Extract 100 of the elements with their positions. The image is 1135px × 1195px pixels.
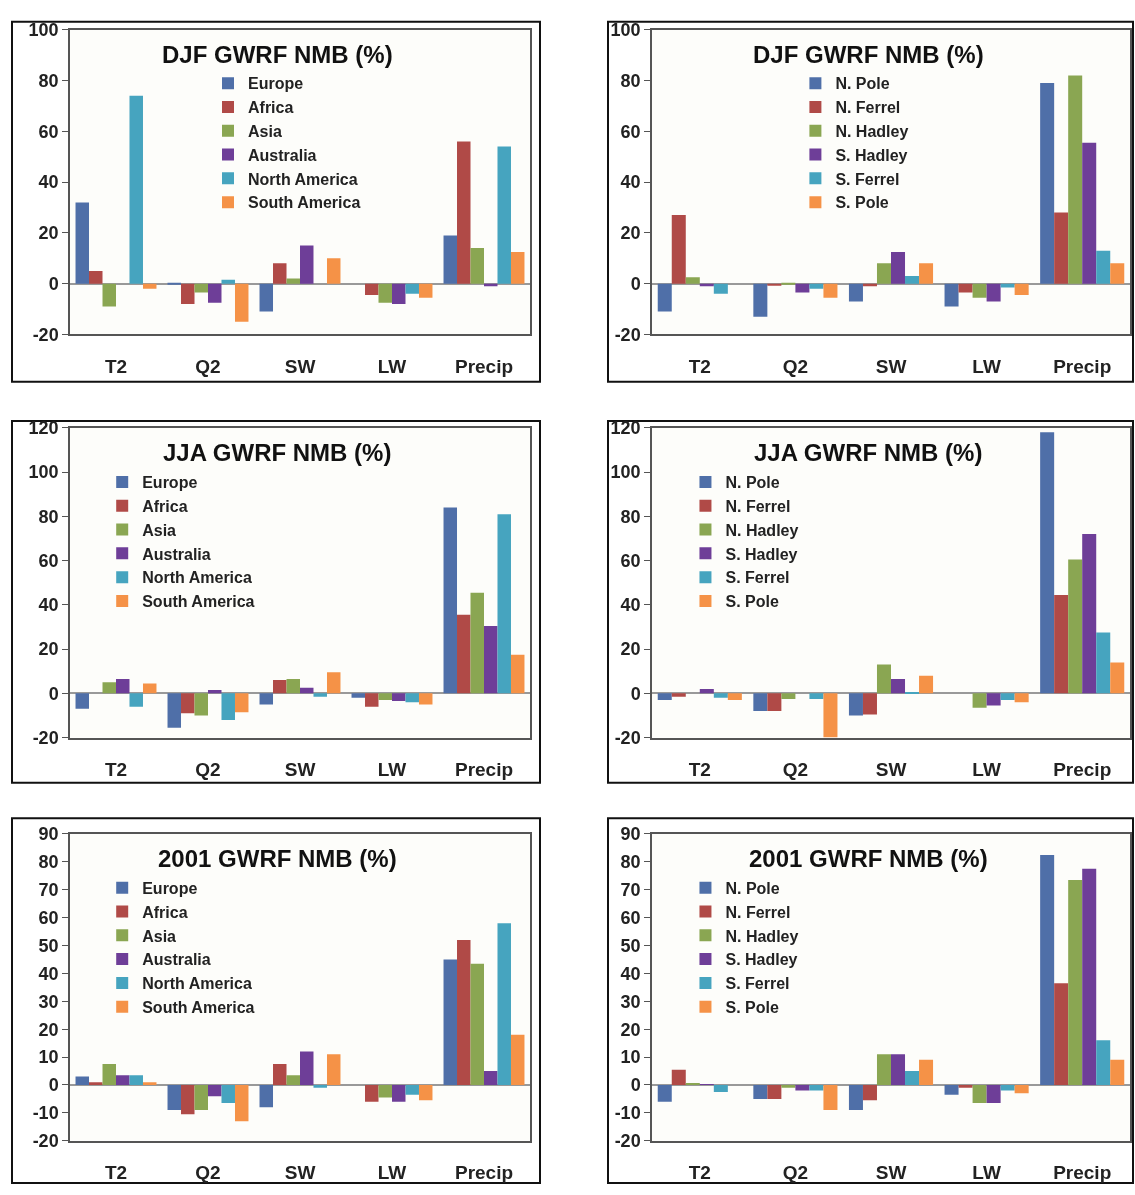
y-tick-label: 40 (620, 963, 641, 984)
bar (823, 693, 838, 738)
y-tick-label: -20 (32, 1131, 59, 1152)
legend-label: South America (142, 998, 255, 1016)
bar (405, 1084, 419, 1095)
bar (457, 939, 471, 1085)
bar (919, 263, 934, 284)
legend-label: N. Ferrel (835, 99, 901, 117)
text: DJF GWRF NMB (%) (162, 41, 393, 68)
y-tick-label: 0 (48, 1075, 59, 1096)
bar (418, 1084, 433, 1101)
y-tick-label: 20 (620, 639, 641, 660)
bar (891, 251, 906, 284)
bar (848, 283, 863, 302)
bar (194, 283, 208, 293)
bar (753, 1084, 768, 1099)
text: 2001 GWRF NMB (%) (749, 845, 988, 872)
x-tick-label: SW (875, 356, 907, 378)
x-tick-label: Precip (1053, 759, 1112, 781)
bar (1110, 662, 1125, 694)
bar (1082, 142, 1097, 284)
legend-label: Africa (248, 99, 294, 117)
bar (781, 693, 796, 699)
y-tick-label: 100 (28, 462, 59, 483)
legend-label: Australia (142, 951, 211, 969)
bar (809, 693, 824, 699)
y-tick-label: 50 (38, 935, 59, 956)
x-tick-label: Q2 (782, 356, 809, 378)
bar (809, 1084, 824, 1091)
bar (848, 693, 863, 716)
bar (713, 283, 728, 294)
bar (234, 693, 249, 713)
bar (392, 693, 406, 702)
y-tick-label: -20 (614, 727, 641, 748)
bar (1096, 250, 1111, 284)
bar (351, 693, 366, 698)
bar (129, 693, 143, 707)
y-tick-label: 80 (38, 506, 59, 527)
bar (102, 1064, 116, 1085)
y-tick-label: 40 (38, 963, 59, 984)
bar (457, 141, 471, 284)
bar (470, 963, 484, 1085)
x-tick-label: LW (972, 356, 1001, 378)
bar (823, 283, 838, 298)
bar (753, 283, 768, 317)
y-tick-label: 0 (48, 273, 59, 294)
bar (208, 1084, 222, 1097)
bar (972, 1084, 987, 1104)
bar (313, 1084, 327, 1088)
bar (1014, 1084, 1029, 1094)
y-tick-label: -10 (614, 1103, 641, 1124)
y-tick-label: 60 (38, 907, 59, 928)
bar (657, 693, 672, 701)
bar (405, 283, 419, 294)
x-tick-label: Q2 (195, 759, 221, 781)
bar (848, 1084, 863, 1111)
bar (365, 283, 379, 296)
bar (986, 1084, 1001, 1104)
bar (497, 514, 511, 694)
bar (300, 1051, 314, 1085)
bar (129, 95, 143, 284)
legend-label: North America (142, 975, 252, 993)
bar (378, 283, 392, 303)
bar (221, 693, 235, 720)
bar (102, 283, 116, 307)
legend-label: S. Pole (725, 998, 779, 1016)
legend-label: Asia (248, 122, 282, 140)
bar (167, 693, 182, 728)
y-tick-label: 30 (38, 991, 59, 1012)
text: JJA GWRF NMB (%) (163, 439, 392, 466)
bar (378, 693, 392, 701)
legend-label: N. Hadley (725, 927, 799, 945)
bar (286, 278, 300, 284)
bar (234, 283, 249, 322)
bar (365, 1084, 379, 1102)
bar (876, 664, 891, 694)
y-tick-label: 60 (620, 121, 641, 142)
y-tick-label: 70 (620, 880, 641, 901)
y-tick-label: 100 (610, 462, 641, 483)
bar (418, 283, 433, 298)
bar (727, 693, 742, 701)
bar (418, 693, 433, 705)
text: DJF GWRF NMB (%) (753, 41, 984, 68)
y-tick-label: -20 (32, 727, 59, 748)
bar (443, 959, 458, 1085)
y-tick-label: 20 (620, 1019, 641, 1040)
bar (1096, 1040, 1111, 1085)
bar (862, 693, 877, 715)
bar (767, 693, 782, 712)
y-tick-label: 20 (38, 639, 59, 660)
bar (1110, 1059, 1125, 1085)
bar (286, 678, 300, 694)
bar (1000, 693, 1015, 701)
bar (116, 1075, 130, 1085)
y-tick-label: 100 (28, 19, 59, 40)
legend-label: N. Pole (725, 879, 780, 897)
y-tick-label: 60 (38, 121, 59, 142)
legend-label: S. Ferrel (725, 975, 790, 993)
bar (1068, 559, 1083, 694)
bar (699, 688, 714, 694)
